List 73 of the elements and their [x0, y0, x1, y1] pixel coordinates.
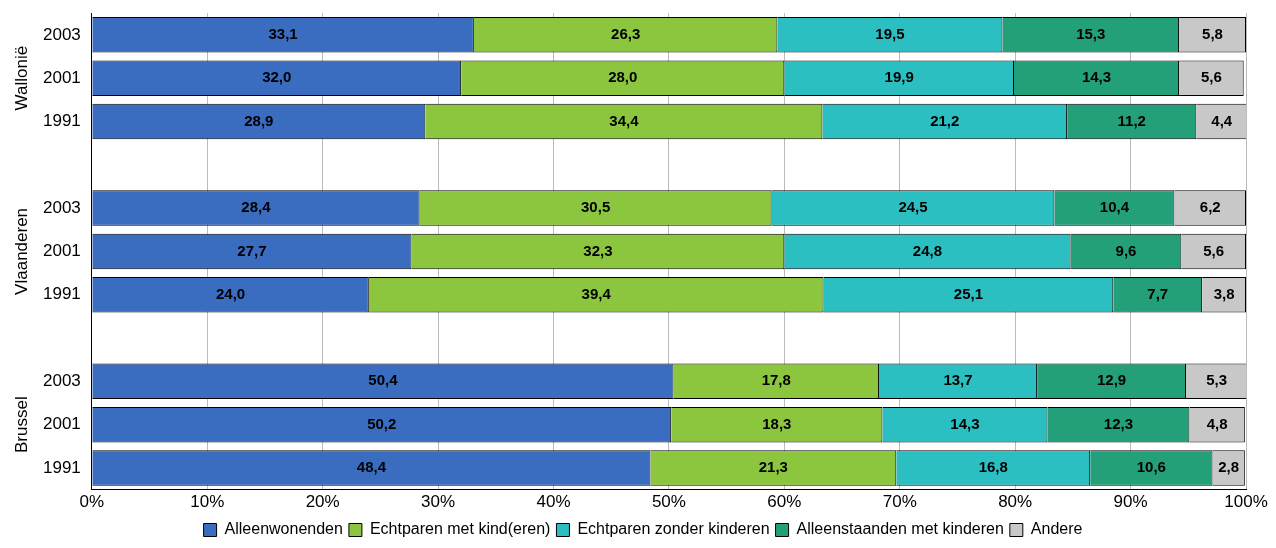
y-tick-label: 1991 [42, 111, 81, 131]
x-tick-label: 10% [190, 492, 225, 512]
data-label: 5,6 [1200, 68, 1222, 86]
x-tick-label: 30% [421, 492, 456, 512]
data-label: 39,4 [581, 284, 612, 302]
data-label: 11,2 [1117, 111, 1146, 129]
data-label: 7,7 [1147, 284, 1169, 302]
data-label: 32,0 [262, 68, 292, 86]
y-tick-label: 2001 [42, 241, 81, 261]
data-label: 10,6 [1136, 458, 1166, 476]
data-label: 19,5 [875, 25, 905, 42]
y-tick-label: 1991 [42, 457, 81, 477]
data-label: 30,5 [581, 198, 611, 216]
data-label: 13,7 [943, 371, 973, 389]
y-tick-label: 2001 [42, 414, 81, 434]
data-label: 27,7 [237, 241, 267, 259]
x-tick-label: 0% [79, 492, 105, 512]
x-tick-label: 70% [882, 492, 917, 512]
data-label: 28,0 [608, 68, 638, 86]
legend-label: Alleenwonenden [224, 520, 343, 538]
data-label: 34,4 [609, 111, 640, 129]
data-label: 14,3 [1081, 68, 1112, 86]
data-label: 2,8 [1218, 458, 1240, 476]
legend-label: Alleenstaanden met kinderen [796, 520, 1004, 538]
x-tick-label: 90% [1113, 492, 1148, 512]
data-label: 12,3 [1103, 414, 1134, 432]
y-tick-label: 2003 [42, 24, 81, 44]
data-label: 50,2 [367, 414, 397, 432]
y-tick-label: 2003 [42, 371, 81, 391]
data-label: 48,4 [356, 458, 387, 476]
data-label: 28,9 [244, 111, 274, 129]
y-tick-label: 1991 [42, 284, 81, 304]
data-label: 28,4 [241, 198, 272, 216]
data-label: 24,5 [898, 198, 928, 216]
data-label: 18,3 [762, 414, 792, 432]
legend-label: Echtparen zonder kinderen [577, 520, 770, 538]
data-label: 9,6 [1115, 241, 1137, 259]
data-label: 19,9 [884, 68, 914, 86]
data-label: 10,4 [1099, 198, 1130, 216]
data-label: 17,8 [761, 371, 791, 389]
data-label: 5,6 [1203, 241, 1225, 259]
text: Vlaanderen [11, 207, 31, 295]
data-label: 24,0 [215, 284, 246, 302]
data-label: 50,4 [368, 371, 399, 389]
data-label: 21,2 [930, 111, 960, 129]
data-label: 32,3 [583, 241, 613, 259]
x-tick-label: 100% [1224, 492, 1268, 512]
data-label: 4,4 [1211, 111, 1233, 129]
data-label: 4,8 [1206, 414, 1228, 432]
data-label: 5,3 [1206, 371, 1227, 389]
y-tick-label: 2003 [42, 197, 81, 217]
x-tick-label: 40% [536, 492, 571, 512]
data-label: 26,3 [611, 25, 641, 42]
x-tick-label: 50% [651, 492, 686, 512]
x-tick-label: 60% [767, 492, 802, 512]
data-label: 6,2 [1199, 198, 1221, 216]
text: Wallonië [11, 45, 31, 111]
data-label: 33,1 [268, 25, 298, 42]
legend-label: Andere [1030, 520, 1083, 538]
data-label: 12,9 [1096, 371, 1127, 389]
data-label: 16,8 [978, 458, 1008, 476]
x-tick-label: 80% [998, 492, 1033, 512]
data-label: 14,3 [950, 414, 980, 432]
y-tick-label: 2001 [42, 67, 81, 87]
data-label: 24,8 [912, 241, 943, 259]
data-label: 21,3 [758, 458, 788, 476]
data-label: 3,8 [1213, 284, 1235, 302]
x-tick-label: 20% [305, 492, 340, 512]
data-label: 15,3 [1076, 25, 1106, 42]
legend-label: Echtparen met kind(eren) [369, 520, 551, 538]
text: Brussel [11, 396, 31, 453]
data-label: 25,1 [953, 284, 984, 302]
data-label: 5,8 [1202, 25, 1223, 42]
